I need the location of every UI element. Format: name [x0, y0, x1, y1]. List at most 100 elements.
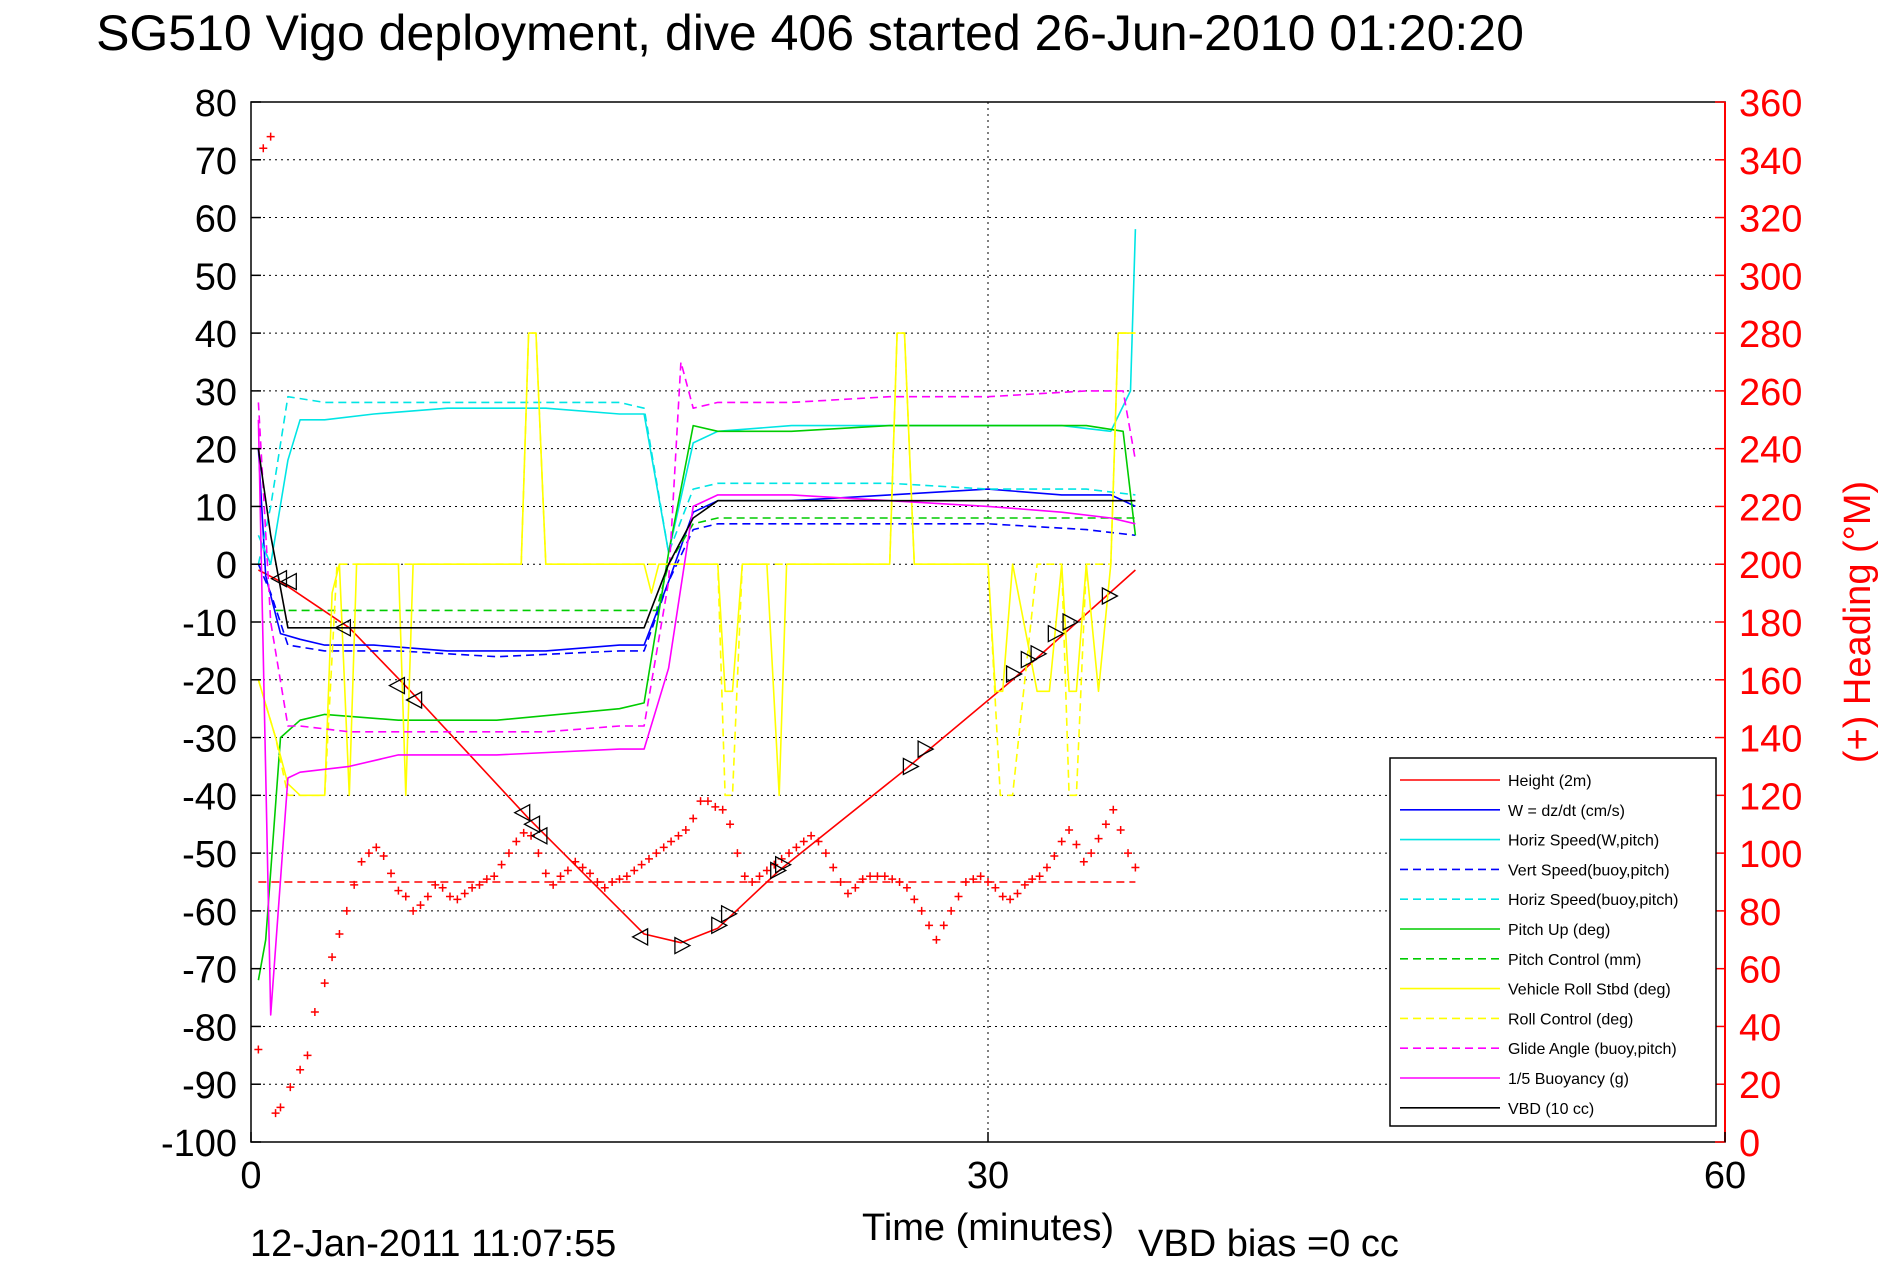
heading-point	[843, 889, 852, 898]
heading-point	[335, 930, 344, 938]
heading-point	[409, 906, 418, 915]
y-tick-label: -40	[182, 776, 237, 818]
heading-point	[799, 837, 808, 846]
legend-label: Vert Speed(buoy,pitch)	[1508, 862, 1670, 879]
heading-point	[1131, 863, 1140, 872]
heading-point	[703, 797, 712, 806]
heading-point	[696, 797, 705, 806]
height-marker	[530, 826, 548, 845]
heading-point	[571, 857, 580, 866]
heading-point	[416, 901, 425, 910]
height-marker	[1020, 650, 1038, 669]
heading-point	[286, 1083, 295, 1092]
heading-point	[490, 872, 499, 881]
heading-point	[1124, 849, 1133, 858]
series-line	[257, 332, 1136, 797]
heading-point	[902, 883, 911, 892]
legend-label: Horiz Speed(W,pitch)	[1508, 833, 1659, 850]
x-tick-label: 60	[1704, 1155, 1746, 1197]
y-tick-label: -10	[182, 603, 237, 645]
heading-point	[342, 906, 351, 915]
heading-point	[785, 849, 794, 858]
heading-point	[310, 1008, 319, 1016]
heading-point	[328, 953, 337, 962]
y2-tick-label: 360	[1739, 83, 1802, 125]
y-tick-label: 30	[195, 372, 237, 414]
height-marker	[523, 815, 541, 834]
legend-label: Height (2m)	[1508, 773, 1592, 790]
y-tick-label: 60	[195, 199, 237, 241]
y-axis-left: 80 70 60 50 40 30 20 10 0 -10 -20 -30 -40 -50 -60 -70 -8…	[161, 83, 261, 1165]
heading-point	[1079, 857, 1088, 866]
heading-point	[1116, 826, 1125, 834]
heading-point	[888, 875, 897, 884]
heading-point	[460, 889, 469, 898]
heading-point	[431, 880, 440, 889]
y-tick-label: -60	[182, 892, 237, 934]
heading-point	[925, 921, 934, 930]
heading-point	[755, 872, 764, 881]
y2-tick-label: 0	[1739, 1123, 1760, 1165]
heading-point	[829, 863, 838, 872]
x-axis-label: Time (minutes)	[862, 1207, 1114, 1249]
heading-point	[394, 886, 403, 895]
height-marker	[720, 904, 738, 923]
series-line	[257, 332, 1136, 797]
y2-tick-label: 20	[1739, 1065, 1781, 1107]
heading-point	[740, 872, 749, 881]
heading-point	[976, 872, 985, 881]
heading-point	[1035, 872, 1044, 881]
footer-date: 12-Jan-2011 11:07:55	[250, 1223, 616, 1262]
heading-point	[276, 1103, 285, 1112]
heading-point	[1042, 863, 1051, 872]
heading-point	[586, 869, 595, 878]
heading-point	[600, 883, 609, 892]
y2-tick-label: 80	[1739, 892, 1781, 934]
heading-point	[303, 1051, 312, 1060]
y-tick-label: 70	[195, 141, 237, 183]
heading-point	[895, 878, 904, 886]
heading-point	[1101, 820, 1110, 829]
heading-point	[438, 883, 447, 892]
y2-tick-label: 200	[1739, 545, 1802, 587]
height-marker	[405, 690, 423, 710]
height-marker	[917, 740, 935, 759]
y2-tick-label: 160	[1739, 661, 1802, 703]
legend: Height (2m) W = dz/dt (cm/s) Horiz Speed(W…	[1389, 757, 1717, 1127]
heading-point	[468, 883, 477, 892]
heading-point	[622, 872, 631, 881]
chart-title: SG510 Vigo deployment, dive 406 started …	[96, 5, 1524, 61]
series-line	[257, 229, 1137, 566]
height-marker	[513, 803, 531, 822]
heading-points	[254, 132, 1140, 1118]
heading-point	[998, 892, 1007, 901]
heading-point	[1020, 880, 1029, 889]
height-marker	[711, 916, 729, 935]
series-line	[257, 395, 1136, 565]
height-marker	[902, 757, 920, 776]
series-line	[257, 448, 1136, 652]
heading-point	[939, 921, 948, 930]
height-marker	[631, 927, 649, 946]
heading-point	[659, 843, 668, 852]
height-marker	[1005, 664, 1023, 684]
heading-point	[880, 872, 889, 881]
height-marker	[1101, 586, 1119, 606]
heading-point	[637, 860, 646, 869]
heading-point	[689, 814, 698, 823]
y-tick-label: -30	[182, 719, 237, 761]
heading-point	[969, 875, 978, 884]
heading-point	[821, 849, 830, 858]
series-line	[258, 569, 1136, 944]
heading-point	[541, 869, 550, 878]
y2-tick-label: 140	[1739, 719, 1802, 761]
heading-point	[910, 895, 919, 904]
heading-point	[792, 843, 801, 852]
heading-point	[254, 1045, 263, 1054]
y2-tick-label: 340	[1739, 141, 1802, 183]
heading-point	[932, 935, 941, 944]
height-marker	[279, 572, 297, 591]
heading-point	[445, 892, 454, 901]
heading-point	[549, 880, 558, 889]
